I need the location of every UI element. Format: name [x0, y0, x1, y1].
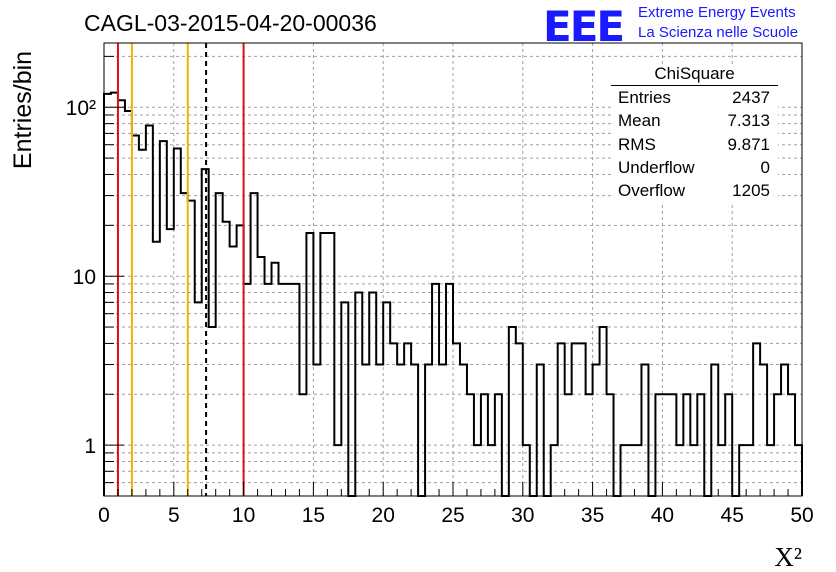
histogram-bin [223, 222, 230, 496]
logo-line-2: La Scienza nelle Scuole [638, 24, 799, 41]
histogram-bin [390, 343, 397, 496]
histogram-bin [160, 141, 167, 496]
stats-row: Entries 2437 [611, 86, 778, 109]
histogram-bin [125, 111, 132, 496]
histogram-bin [104, 94, 111, 496]
histogram-bin [146, 125, 153, 496]
x-tick-label: 20 [372, 504, 395, 527]
stats-value: 0 [760, 157, 770, 177]
histogram-bin [753, 343, 760, 496]
stats-row: Mean 7.313 [611, 109, 778, 132]
histogram-bin [216, 193, 223, 496]
histogram-bin [313, 365, 320, 496]
eee-logo: EEE [543, 2, 625, 51]
stats-box-name: ChiSquare [611, 64, 778, 86]
x-tick-label: 50 [790, 504, 813, 527]
histogram [103, 91, 803, 497]
histogram-bin [362, 365, 369, 496]
histogram-bin [404, 343, 411, 496]
histogram-bin [432, 284, 439, 496]
y-tick-label: 10 [73, 266, 96, 289]
histogram-bin [760, 365, 767, 496]
stats-value: 7.313 [727, 111, 770, 131]
histogram-bin [118, 100, 125, 496]
histogram-bin [460, 365, 467, 496]
histogram-bin [711, 365, 718, 496]
y-axis-label: Entries/bin [9, 51, 37, 169]
stats-value: 2437 [732, 88, 770, 107]
histogram-bin [376, 365, 383, 496]
histogram-bin [537, 365, 544, 496]
histogram-bin [244, 284, 251, 496]
histogram-bin [251, 193, 258, 496]
histogram-bin [397, 365, 404, 496]
stats-label: Mean [618, 111, 661, 131]
histogram-bin [132, 136, 139, 496]
histogram-bin [139, 150, 146, 496]
x-tick-label: 15 [302, 504, 325, 527]
histogram-bin [579, 343, 586, 496]
histogram-bin [279, 284, 286, 496]
stats-value: 1205 [732, 181, 770, 201]
stats-label: Underflow [618, 157, 695, 177]
grid [104, 43, 802, 497]
stats-row: Underflow 0 [611, 156, 778, 179]
x-axis-label: X² [774, 542, 802, 572]
y-tick-label: 10² [66, 97, 96, 120]
histogram-bin [446, 284, 453, 496]
stats-label: Overflow [618, 181, 686, 201]
x-tick-label: 30 [511, 504, 534, 527]
tick-labels: 0 5 10 15 20 25 30 35 40 45 50 1 10 10² [66, 97, 814, 527]
histogram-bin [641, 365, 648, 496]
x-tick-label: 35 [581, 504, 604, 527]
histogram-bin [411, 365, 418, 496]
stats-row: Overflow 1205 [611, 179, 778, 202]
x-tick-label: 45 [721, 504, 744, 527]
histogram-bin [174, 148, 181, 496]
histogram-bin [439, 365, 446, 496]
histogram-bin [509, 327, 516, 496]
histogram-bin [195, 302, 202, 496]
stats-box: ChiSquare Entries 2437 Mean 7.313 RMS 9.871 Un… [611, 64, 778, 203]
histogram-bin [453, 343, 460, 496]
histogram-bin [188, 201, 195, 496]
x-tick-label: 0 [98, 504, 110, 527]
histogram-bin [600, 327, 607, 496]
histogram-outline [103, 91, 803, 497]
histogram-bin [593, 365, 600, 496]
histogram-bin [558, 343, 565, 496]
histogram-bin [341, 302, 348, 496]
logo-line-1: Extreme Energy Events [638, 4, 796, 21]
histogram-bin [181, 193, 188, 496]
stats-label: RMS [618, 134, 656, 154]
x-tick-label: 10 [232, 504, 255, 527]
histogram-bin [209, 327, 216, 496]
stats-row: RMS 9.871 [611, 133, 778, 156]
x-tick-label: 40 [651, 504, 674, 527]
y-tick-label: 1 [84, 435, 96, 458]
histogram-bin [265, 284, 272, 496]
stats-value: 9.871 [727, 134, 770, 154]
histogram-bin [572, 343, 579, 496]
stats-label: Entries [618, 88, 671, 107]
histogram-bin [167, 229, 174, 496]
threshold-lines [116, 43, 245, 496]
histogram-bin [425, 365, 432, 496]
histogram-bin [292, 284, 299, 496]
histogram-bin [383, 302, 390, 496]
histogram-bin [285, 284, 292, 496]
x-tick-label: 25 [441, 504, 464, 527]
chart-title: CAGL-03-2015-04-20-00036 [84, 10, 377, 36]
histogram-bin [781, 365, 788, 496]
axis-ticks [103, 55, 803, 497]
x-tick-label: 5 [168, 504, 180, 527]
histogram-bin [237, 225, 244, 496]
histogram-bin [111, 93, 118, 496]
histogram-bin [516, 343, 523, 496]
histogram-bin [153, 242, 160, 496]
